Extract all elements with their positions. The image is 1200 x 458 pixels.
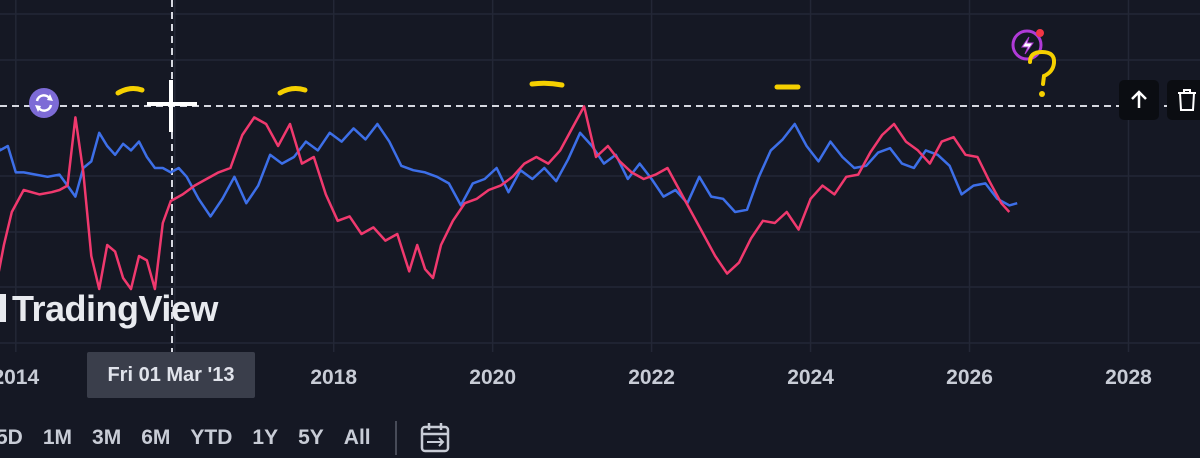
tradingview-logo: TradingView xyxy=(0,288,220,329)
x-tick-label: 2018 xyxy=(310,366,357,389)
trash-icon xyxy=(1178,89,1196,111)
crosshair-cursor-icon xyxy=(147,80,197,132)
highlight-mark xyxy=(529,80,565,88)
range-divider xyxy=(394,421,397,455)
calendar-range-icon[interactable] xyxy=(419,421,453,455)
logo-text: TradingView xyxy=(12,288,219,329)
range-button-5y[interactable]: 5Y xyxy=(298,426,324,449)
alert-icon[interactable] xyxy=(1011,29,1044,61)
x-tick-label: 2022 xyxy=(628,366,675,389)
horizontal-grid xyxy=(0,13,1200,344)
sync-icon[interactable] xyxy=(29,88,59,118)
x-tick-label: 2014 xyxy=(0,366,39,389)
range-button-ytd[interactable]: YTD xyxy=(190,426,233,449)
x-tick-label: 2024 xyxy=(787,366,834,389)
logo-mark xyxy=(0,294,6,322)
x-tick-label: 2026 xyxy=(946,366,993,389)
range-button-1y[interactable]: 1Y xyxy=(252,426,279,449)
series-line-2 xyxy=(0,105,1011,291)
series-layer xyxy=(0,105,1018,291)
range-button-5d[interactable]: 5D xyxy=(0,426,23,449)
range-button-all[interactable]: All xyxy=(343,426,371,449)
highlight-mark xyxy=(277,86,308,96)
range-button-6m[interactable]: 6M xyxy=(141,426,171,449)
range-button-1m[interactable]: 1M xyxy=(42,426,73,449)
x-tick-label: 2020 xyxy=(469,366,516,389)
series-line-1 xyxy=(0,122,1018,218)
question-mark-icon xyxy=(1028,49,1057,97)
x-tick-label: 2028 xyxy=(1105,366,1152,389)
highlight-mark xyxy=(115,86,145,96)
highlight-marks xyxy=(115,80,801,96)
scroll-to-top-button[interactable] xyxy=(1119,80,1159,120)
delete-button[interactable] xyxy=(1167,80,1200,120)
range-selector: 5D 1M 3M 6M YTD 1Y 5Y All xyxy=(0,418,520,458)
crosshair-date-label: Fri 01 Mar '13 xyxy=(87,352,255,398)
range-button-3m[interactable]: 3M xyxy=(92,426,122,449)
vertical-grid xyxy=(15,0,1130,352)
arrow-up-icon xyxy=(1131,90,1147,108)
